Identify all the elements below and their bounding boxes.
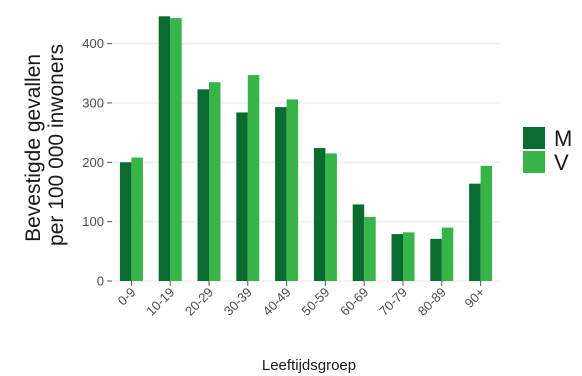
y-axis-title-line-2: per 100 000 inwoners xyxy=(45,44,68,246)
y-axis: 0 100 200 300 400 xyxy=(82,36,112,289)
y-axis-title-line-1: Bevestigde gevallen xyxy=(22,54,45,242)
bar-m-10-19 xyxy=(158,16,171,282)
bar-v-10-19 xyxy=(170,18,182,281)
y-tick-label: 200 xyxy=(82,155,104,170)
x-axis-title: Leeftijdsgroep xyxy=(262,357,356,374)
legend-swatch-v xyxy=(523,151,545,173)
bar-m-80-89 xyxy=(430,238,442,281)
bar-v-30-39 xyxy=(247,75,260,281)
bar-v-80-89 xyxy=(441,227,454,281)
bar-v-70-79 xyxy=(403,232,415,281)
y-tick-label: 400 xyxy=(82,36,104,51)
bar-m-20-29 xyxy=(197,89,209,281)
y-axis-title: Bevestigde gevallen per 100 000 inwoners xyxy=(22,44,68,246)
legend-label-m: M xyxy=(554,126,572,151)
bar-m-30-39 xyxy=(236,112,248,281)
y-tick-label: 100 xyxy=(82,214,104,229)
bar-m-70-79 xyxy=(391,234,403,281)
bar-v-0-9 xyxy=(131,157,143,281)
bar-v-40-49 xyxy=(286,99,299,281)
bar-v-20-29 xyxy=(209,82,221,281)
bar-m-50-59 xyxy=(313,148,326,281)
bar-m-0-9 xyxy=(119,162,132,281)
legend: M V xyxy=(523,126,572,175)
bars xyxy=(119,16,493,282)
legend-label-v: V xyxy=(554,150,569,175)
legend-swatch-m xyxy=(523,127,545,149)
bar-m-60-69 xyxy=(352,204,365,281)
bar-m-40-49 xyxy=(275,107,287,281)
bar-m-90+ xyxy=(469,183,481,281)
bar-v-60-69 xyxy=(364,216,376,281)
y-tick-label: 0 xyxy=(97,274,104,289)
y-tick-label: 300 xyxy=(82,95,104,110)
bar-v-90+ xyxy=(480,165,493,281)
bar-v-50-59 xyxy=(325,153,337,281)
